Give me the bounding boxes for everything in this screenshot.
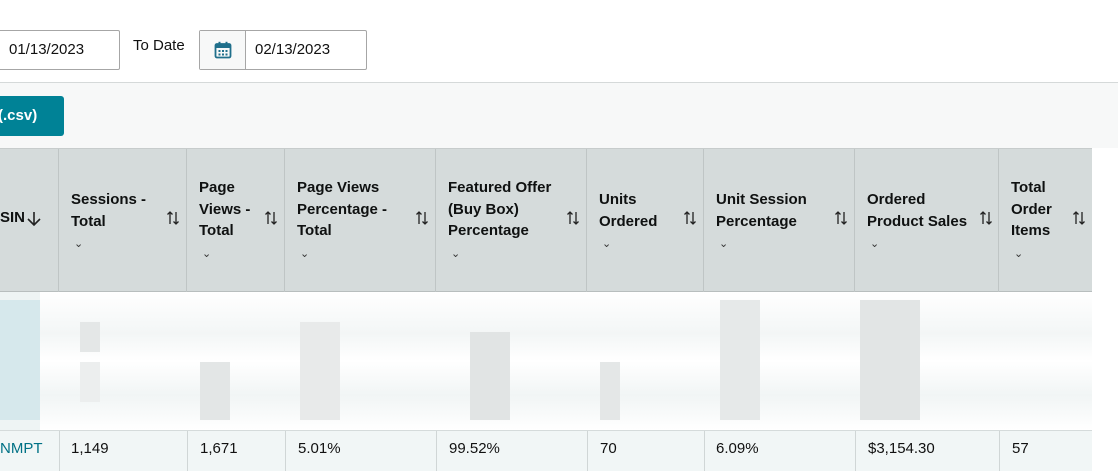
- redacted-block: [860, 300, 920, 420]
- column-header-page-views-percentage[interactable]: Page Views Percentage - Total ⌄: [285, 149, 436, 293]
- column-divider: [285, 431, 286, 471]
- redacted-block: [720, 300, 760, 420]
- redacted-block: [470, 332, 510, 420]
- column-label: Units Ordered: [599, 191, 658, 230]
- redacted-block: [300, 322, 340, 420]
- column-header-page-views[interactable]: Page Views - Total ⌄: [187, 149, 285, 293]
- to-date-field[interactable]: 02/13/2023: [199, 30, 367, 70]
- column-header-unit-session-percentage[interactable]: Unit Session Percentage ⌄: [704, 149, 855, 293]
- to-date-label: To Date: [133, 37, 185, 54]
- redacted-block: [600, 362, 620, 420]
- sort-arrows-icon[interactable]: [415, 209, 429, 227]
- column-divider: [855, 431, 856, 471]
- cell-units-ordered: 70: [600, 440, 617, 457]
- cell-buy-box-percentage: 99.52%: [449, 440, 500, 457]
- sort-arrows-icon[interactable]: [834, 209, 848, 227]
- column-header-total-order-items[interactable]: Total Order Items ⌄: [999, 149, 1092, 293]
- chevron-down-icon[interactable]: ⌄: [1014, 248, 1024, 260]
- sort-arrows-icon[interactable]: [1072, 209, 1086, 227]
- column-divider: [436, 431, 437, 471]
- redacted-block: [80, 362, 100, 402]
- chevron-down-icon[interactable]: ⌄: [74, 238, 84, 250]
- toolbar: (.csv): [0, 82, 1118, 148]
- table-header: SIN Sessions - Total ⌄ Page Views - Total ⌄…: [0, 148, 1092, 293]
- column-divider: [704, 431, 705, 471]
- column-label: Page Views - Total: [199, 179, 251, 239]
- redacted-block: [80, 322, 100, 352]
- column-label: Total Order Items: [1011, 179, 1052, 239]
- column-label: Page Views Percentage - Total: [297, 179, 388, 239]
- column-header-ordered-product-sales[interactable]: Ordered Product Sales ⌄: [855, 149, 999, 293]
- column-header-asin[interactable]: SIN: [0, 149, 59, 293]
- column-header-units-ordered[interactable]: Units Ordered ⌄: [587, 149, 704, 293]
- from-date-input[interactable]: 01/13/2023: [0, 30, 120, 70]
- column-divider: [59, 431, 60, 471]
- sort-arrows-icon[interactable]: [264, 209, 278, 227]
- table-row: NMPT 1,149 1,671 5.01% 99.52% 70 6.09% $…: [0, 430, 1092, 471]
- cell-total-order-items: 57: [1012, 440, 1029, 457]
- redacted-block: [0, 300, 40, 420]
- column-header-sessions[interactable]: Sessions - Total ⌄: [59, 149, 187, 293]
- column-label: Unit Session Percentage: [716, 191, 807, 230]
- sort-arrows-icon[interactable]: [683, 209, 697, 227]
- chevron-down-icon[interactable]: ⌄: [202, 248, 212, 260]
- cell-ordered-product-sales: $3,154.30: [868, 440, 935, 457]
- column-label: Ordered Product Sales: [867, 191, 968, 230]
- chevron-down-icon[interactable]: ⌄: [870, 238, 880, 250]
- sort-arrows-icon[interactable]: [979, 209, 993, 227]
- sort-arrows-icon[interactable]: [566, 209, 580, 227]
- to-date-value[interactable]: 02/13/2023: [255, 41, 331, 58]
- calendar-button[interactable]: [200, 31, 246, 69]
- column-header-buy-box-percentage[interactable]: Featured Offer (Buy Box) Percentage ⌄: [436, 149, 587, 293]
- column-label: Sessions - Total: [71, 191, 147, 230]
- column-label: SIN: [0, 209, 26, 226]
- calendar-icon: [214, 41, 231, 59]
- download-csv-button[interactable]: (.csv): [0, 96, 64, 136]
- redacted-block: [40, 292, 1092, 430]
- date-filter-row: 01/13/2023 To Date 02/13/2023: [0, 0, 1118, 82]
- column-divider: [999, 431, 1000, 471]
- asin-link[interactable]: NMPT: [0, 440, 43, 457]
- chevron-down-icon[interactable]: ⌄: [719, 238, 729, 250]
- redacted-block: [200, 362, 230, 420]
- sort-arrows-icon[interactable]: [166, 209, 180, 227]
- arrow-down-icon[interactable]: [26, 211, 42, 227]
- cell-sessions: 1,149: [71, 440, 109, 457]
- chevron-down-icon[interactable]: ⌄: [451, 248, 461, 260]
- column-divider: [587, 431, 588, 471]
- chevron-down-icon[interactable]: ⌄: [300, 248, 310, 260]
- column-label: Featured Offer (Buy Box) Percentage: [448, 179, 552, 239]
- redacted-rows: [0, 292, 1092, 430]
- chevron-down-icon[interactable]: ⌄: [602, 238, 612, 250]
- cell-unit-session-percentage: 6.09%: [716, 440, 759, 457]
- cell-page-views: 1,671: [200, 440, 238, 457]
- column-divider: [187, 431, 188, 471]
- cell-page-views-percentage: 5.01%: [298, 440, 341, 457]
